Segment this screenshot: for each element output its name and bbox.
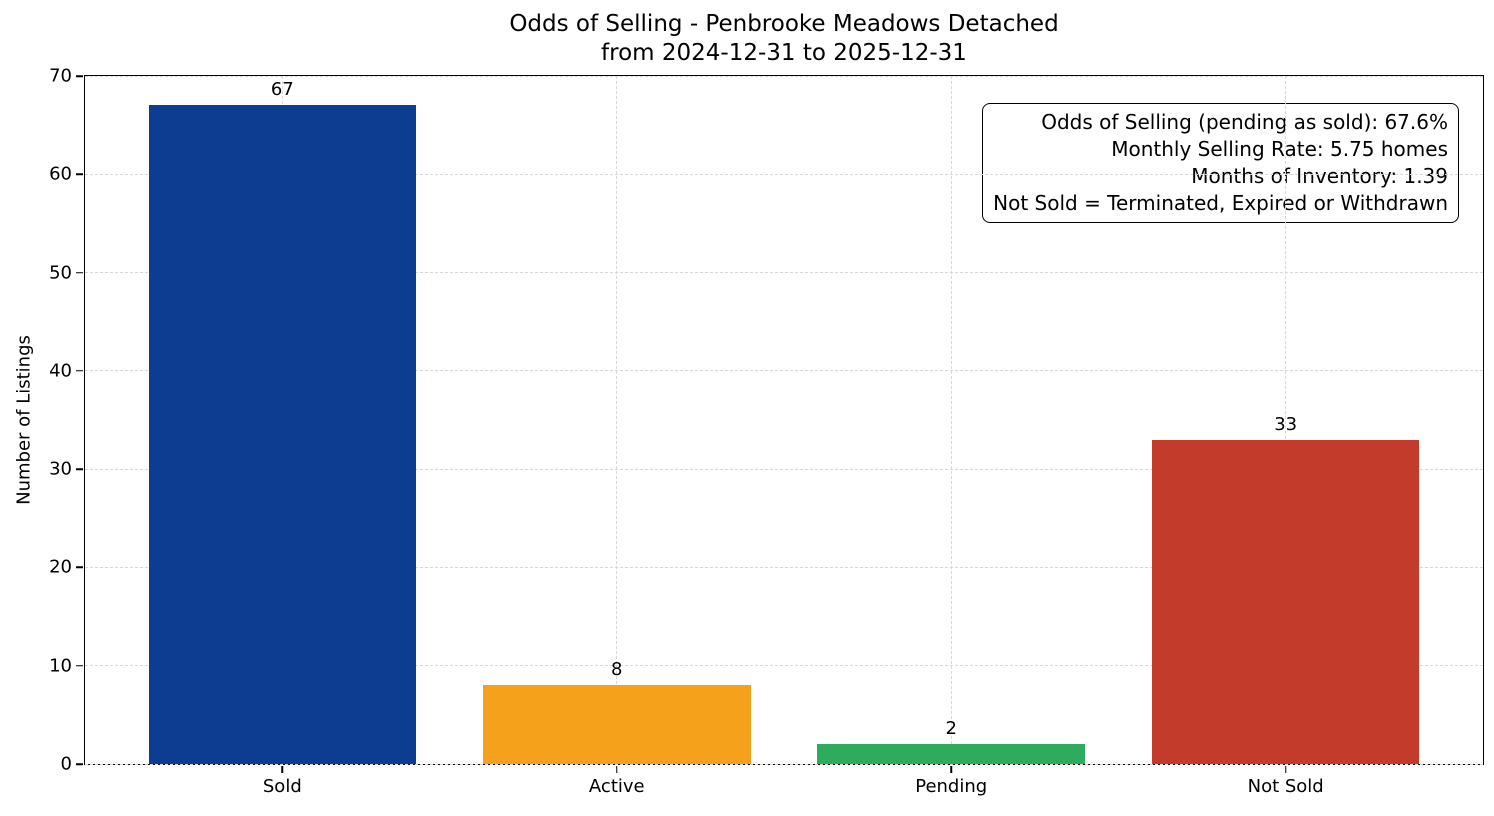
y-tick-label: 20 [49, 556, 72, 578]
gridline-horizontal [85, 665, 1483, 667]
x-tick-mark [281, 766, 284, 773]
y-tick-label: 70 [49, 65, 72, 87]
y-tick-mark [76, 173, 83, 176]
bar-not-sold [1151, 439, 1420, 764]
gridline-vertical [616, 76, 618, 764]
y-tick-label: 40 [49, 360, 72, 382]
y-tick-label: 10 [49, 655, 72, 677]
plot-area: Odds of Selling (pending as sold): 67.6%… [49, 66, 1484, 797]
chart-title: Odds of Selling - Penbrooke Meadows Deta… [84, 10, 1484, 68]
x-tick-label: Sold [262, 776, 302, 797]
gridline-horizontal [85, 370, 1483, 372]
y-tick-label: 0 [60, 753, 72, 775]
annotation-line-odds: Odds of Selling (pending as sold): 67.6% [1041, 110, 1448, 134]
annotation-line-inventory: Months of Inventory: 1.39 [1191, 164, 1448, 188]
annotation-box: Odds of Selling (pending as sold): 67.6%… [982, 103, 1459, 223]
y-axis-label: Number of Listings [13, 335, 35, 505]
x-tick-mark [1284, 766, 1287, 773]
y-tick-label: 50 [49, 262, 72, 284]
bar-sold [148, 105, 417, 764]
chart-title-line-2: from 2024-12-31 to 2025-12-31 [601, 40, 967, 66]
y-tick-mark [76, 763, 83, 765]
x-tick-mark [616, 766, 618, 773]
y-tick-label: 30 [49, 458, 72, 480]
gridline-horizontal [85, 468, 1483, 470]
bar-value-label: 67 [270, 79, 294, 101]
gridline-horizontal [85, 763, 1483, 765]
y-tick-mark [76, 664, 83, 667]
x-tick-label: Active [588, 776, 645, 797]
bar-value-label: 33 [1274, 413, 1298, 435]
bar-value-label: 2 [945, 718, 957, 740]
y-tick-label: 60 [49, 163, 72, 185]
y-tick-mark [76, 468, 83, 470]
y-tick-mark [76, 370, 83, 372]
y-tick-mark [76, 271, 83, 274]
bar-active [482, 685, 751, 764]
gridline-horizontal [85, 173, 1483, 175]
gridline-horizontal [85, 566, 1483, 568]
gridline-horizontal [85, 75, 1483, 77]
annotation-line-not-sold-note: Not Sold = Terminated, Expired or Withdr… [993, 191, 1448, 215]
gridline-vertical [1285, 76, 1287, 764]
chart-title-line-1: Odds of Selling - Penbrooke Meadows Deta… [509, 11, 1059, 37]
gridline-horizontal [85, 272, 1483, 274]
y-tick-mark [76, 566, 83, 569]
bar-pending [817, 744, 1085, 764]
x-tick-mark [950, 766, 952, 773]
y-tick-mark [76, 75, 83, 77]
x-tick-label: Not Sold [1247, 776, 1324, 797]
annotation-line-selling-rate: Monthly Selling Rate: 5.75 homes [1111, 137, 1448, 161]
x-tick-label: Pending [915, 776, 988, 797]
bar-value-label: 8 [611, 659, 623, 681]
gridline-vertical [950, 76, 952, 764]
